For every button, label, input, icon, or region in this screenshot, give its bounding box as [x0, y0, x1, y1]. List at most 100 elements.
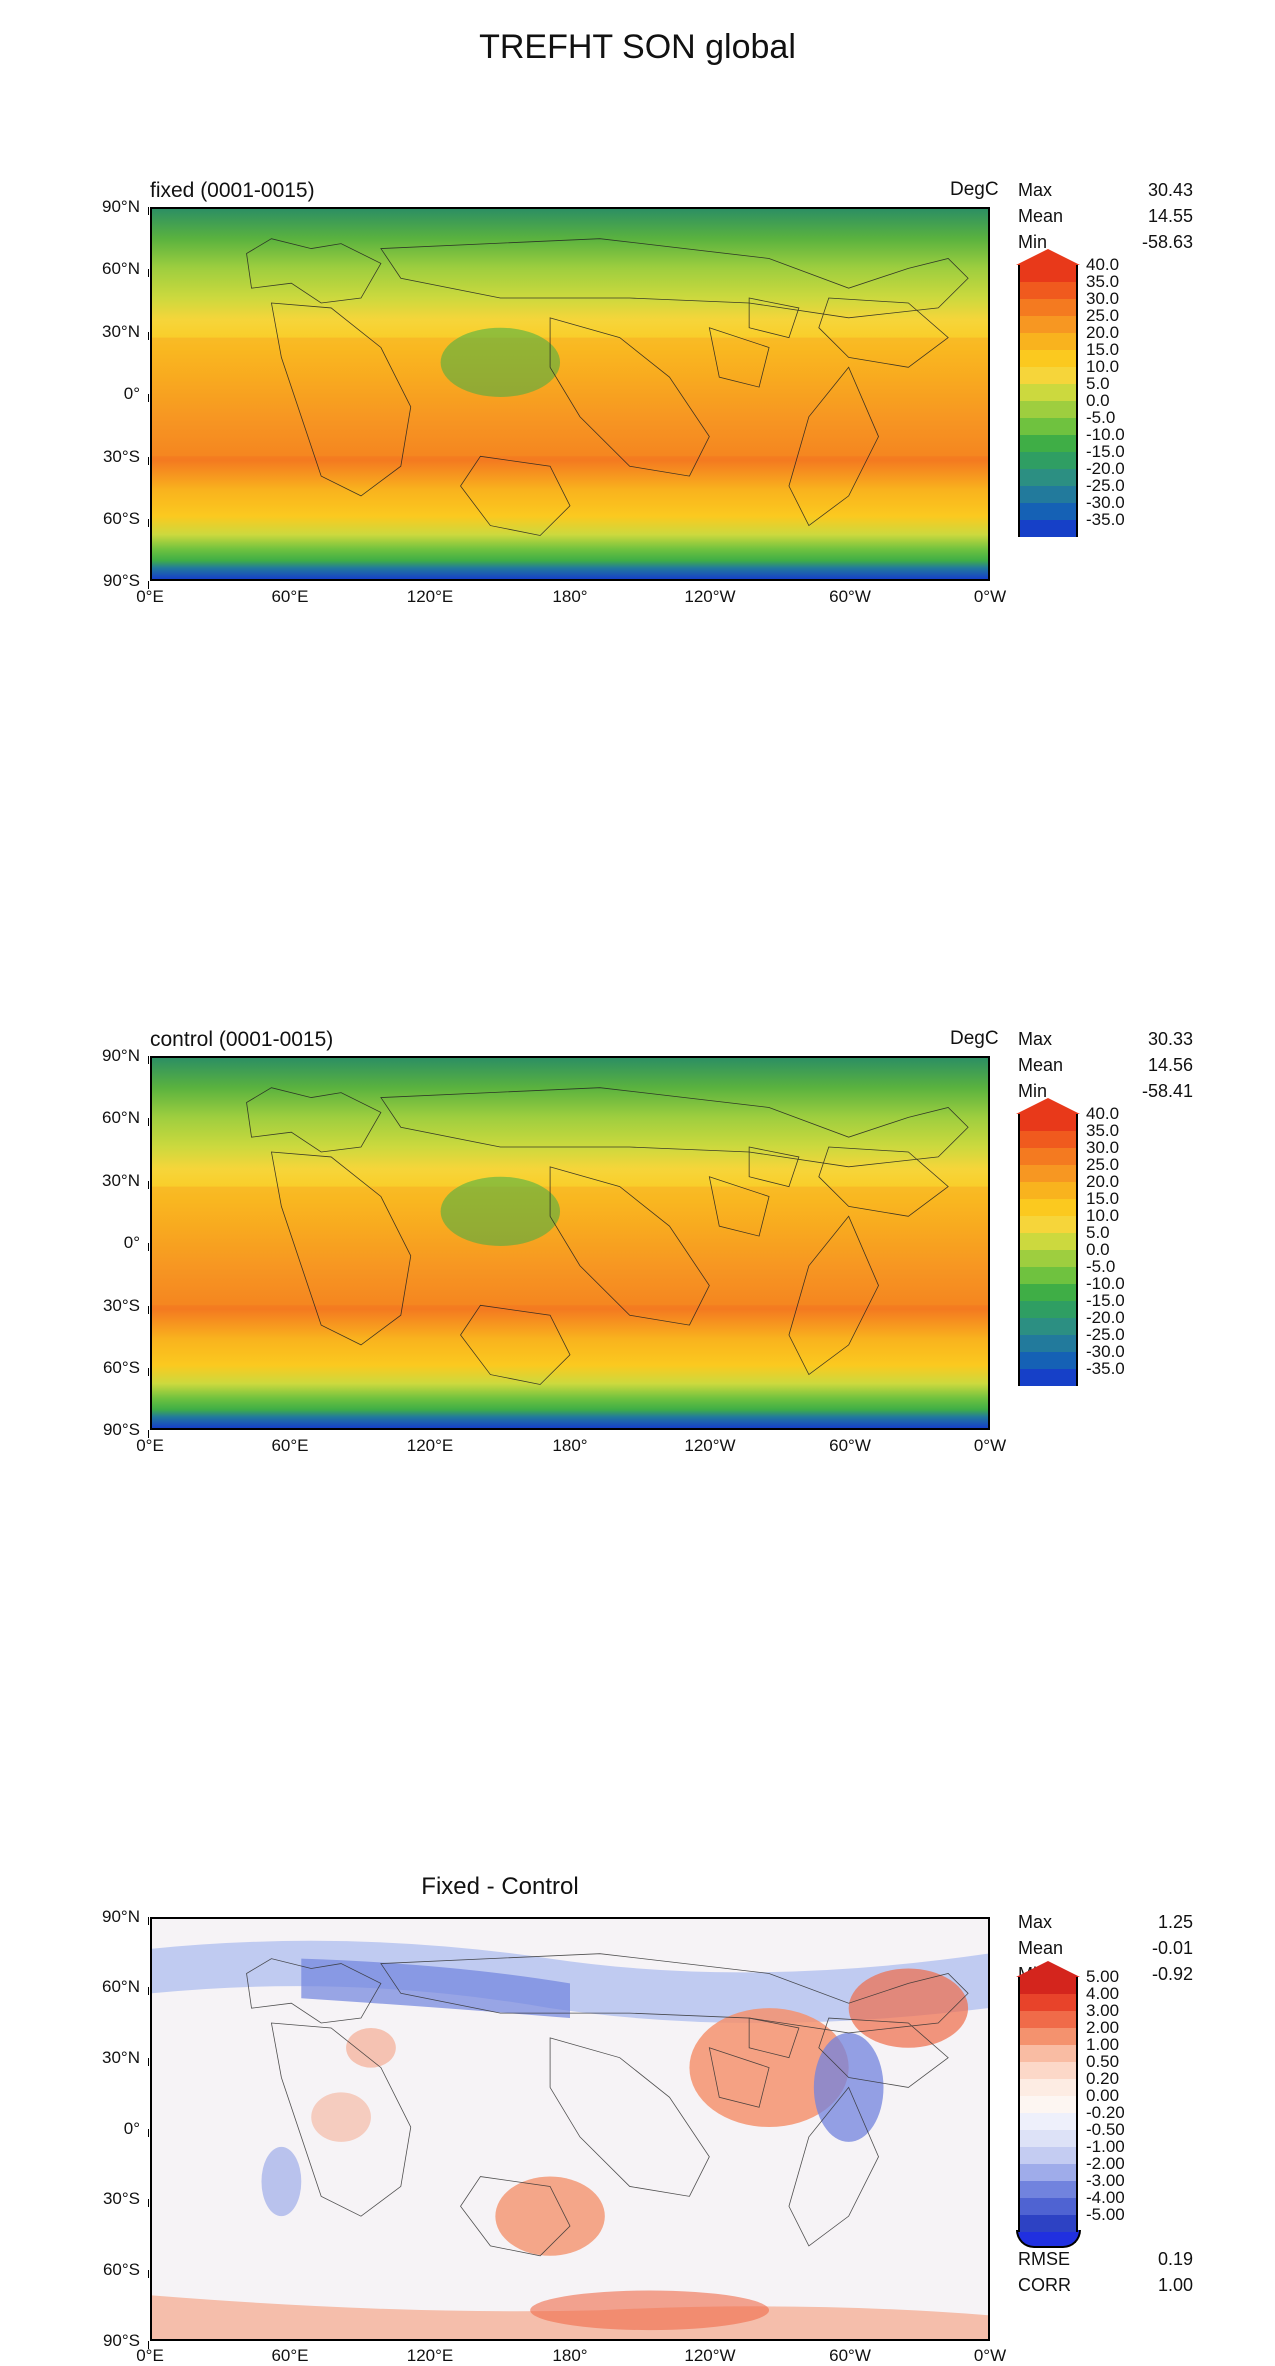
panel2-max-value: 30.33 [1148, 1026, 1193, 1052]
panel2-xlabel-3: 180° [535, 1436, 605, 1456]
panel1-ylabel-0: 90°N [60, 197, 140, 217]
panel3-max-label: Max [1018, 1909, 1052, 1935]
panel1-xlabel-3: 180° [535, 587, 605, 607]
panel-difference: Fixed - Control Max 1.25 Mean -0.01 Min -0.… [0, 1881, 1275, 2341]
panel2-ytick-0 [148, 1056, 149, 1064]
panel3-max-value: 1.25 [1158, 1909, 1193, 1935]
panel2-map [150, 1056, 990, 1430]
panel1-colorbar: 40.0 35.0 30.0 25.0 20.0 15.0 10.0 5.0 0… [1018, 249, 1080, 537]
panel3-ylabel-5: 60°S [60, 2260, 140, 2280]
panel3-xlabel-1: 60°E [255, 2346, 325, 2366]
panel1-ylabel-1: 60°N [60, 259, 140, 279]
panel1-ytick-3 [148, 394, 149, 402]
panel3-extra-stats: RMSE 0.19 CORR 1.00 [1018, 2246, 1193, 2298]
panel2-ylabel-5: 60°S [60, 1358, 140, 1378]
panel3-ylabel-3: 0° [60, 2119, 140, 2139]
panel3-xlabel-6: 0°W [955, 2346, 1025, 2366]
panel1-mean-label: Mean [1018, 203, 1063, 229]
panel3-ytick-5 [148, 2270, 149, 2278]
panel1-subtitle: fixed (0001-0015) [150, 179, 315, 203]
panel3-colorbar: 5.00 4.00 3.00 2.00 1.00 0.50 0.20 0.00 … [1018, 1961, 1081, 2248]
panel1-ytick-2 [148, 332, 149, 340]
panel1-xlabel-5: 60°W [815, 587, 885, 607]
panel1-ytick-4 [148, 457, 149, 465]
panel2-xlabel-4: 120°W [675, 1436, 745, 1456]
panel1-cbtick-15: -35.0 [1086, 510, 1125, 530]
panel3-ytick-1 [148, 1987, 149, 1995]
panel1-ytick-1 [148, 269, 149, 277]
panel3-cbtick-14: -5.00 [1086, 2205, 1125, 2225]
panel2-xlabel-0: 0°E [115, 1436, 185, 1456]
panel2-ylabel-3: 0° [60, 1233, 140, 1253]
panel2-stats: Max 30.33 Mean 14.56 Min -58.41 [1018, 1026, 1193, 1104]
panel3-ytick-0 [148, 1917, 149, 1925]
panel2-xlabel-5: 60°W [815, 1436, 885, 1456]
panel2-ytick-5 [148, 1368, 149, 1376]
panel3-xlabel-2: 120°E [395, 2346, 465, 2366]
panel1-ylabel-3: 0° [60, 384, 140, 404]
panel-fixed: fixed (0001-0015) DegC Max 30.43 Mean 14.5… [0, 179, 1275, 574]
panel2-ytick-2 [148, 1181, 149, 1189]
panel1-max-value: 30.43 [1148, 177, 1193, 203]
panel1-xlabel-2: 120°E [395, 587, 465, 607]
panel2-ytick-1 [148, 1118, 149, 1126]
panel2-cbtick-15: -35.0 [1086, 1359, 1125, 1379]
panel2-min-value: -58.41 [1142, 1078, 1193, 1104]
panel3-ytick-2 [148, 2058, 149, 2066]
panel3-rmse-value: 0.19 [1158, 2246, 1193, 2272]
panel2-units: DegC [950, 1028, 999, 1050]
panel3-mean-value: -0.01 [1152, 1935, 1193, 1961]
panel3-ylabel-2: 30°N [60, 2048, 140, 2068]
panel2-ylabel-1: 60°N [60, 1108, 140, 1128]
panel1-map [150, 207, 990, 581]
panel3-mean-label: Mean [1018, 1935, 1063, 1961]
panel1-stats: Max 30.43 Mean 14.55 Min -58.63 [1018, 177, 1193, 255]
panel2-mean-label: Mean [1018, 1052, 1063, 1078]
panel1-xlabel-1: 60°E [255, 587, 325, 607]
panel1-xlabel-0: 0°E [115, 587, 185, 607]
panel3-ylabel-1: 60°N [60, 1977, 140, 1997]
panel3-xlabel-0: 0°E [115, 2346, 185, 2366]
panel3-rmse-label: RMSE [1018, 2246, 1070, 2272]
panel2-subtitle: control (0001-0015) [150, 1028, 333, 1052]
panel1-xlabel-6: 0°W [955, 587, 1025, 607]
panel2-ytick-3 [148, 1243, 149, 1251]
panel2-ylabel-4: 30°S [60, 1296, 140, 1316]
panel3-min-value: -0.92 [1152, 1961, 1193, 1987]
panel1-mean-value: 14.55 [1148, 203, 1193, 229]
panel2-xlabel-2: 120°E [395, 1436, 465, 1456]
panel3-corr-label: CORR [1018, 2272, 1071, 2298]
panel1-ylabel-5: 60°S [60, 509, 140, 529]
panel3-subtitle: Fixed - Control [0, 1873, 1000, 1901]
panel1-ytick-5 [148, 519, 149, 527]
panel2-xlabel-1: 60°E [255, 1436, 325, 1456]
panel3-ytick-4 [148, 2199, 149, 2207]
panel3-xlabel-5: 60°W [815, 2346, 885, 2366]
panel2-ylabel-2: 30°N [60, 1171, 140, 1191]
panel1-max-label: Max [1018, 177, 1052, 203]
panel3-ytick-3 [148, 2129, 149, 2137]
panel1-map-svg [152, 209, 988, 579]
panel1-min-value: -58.63 [1142, 229, 1193, 255]
panel3-map-svg [152, 1919, 988, 2339]
panel1-xlabel-4: 120°W [675, 587, 745, 607]
page-title: TREFHT SON global [0, 0, 1275, 67]
panel2-ylabel-0: 90°N [60, 1046, 140, 1066]
panel3-ylabel-0: 90°N [60, 1907, 140, 1927]
panel-control: control (0001-0015) DegC Max 30.33 Mean 14… [0, 1028, 1275, 1423]
panel3-xlabel-3: 180° [535, 2346, 605, 2366]
panel2-max-label: Max [1018, 1026, 1052, 1052]
panel2-map-svg [152, 1058, 988, 1428]
panel3-map [150, 1917, 990, 2341]
panel2-colorbar: 40.0 35.0 30.0 25.0 20.0 15.0 10.0 5.0 0… [1018, 1098, 1080, 1386]
panel2-mean-value: 14.56 [1148, 1052, 1193, 1078]
panel2-xlabel-6: 0°W [955, 1436, 1025, 1456]
panel2-ytick-4 [148, 1306, 149, 1314]
panel1-ylabel-2: 30°N [60, 322, 140, 342]
panel1-ylabel-4: 30°S [60, 447, 140, 467]
panel3-xlabel-4: 120°W [675, 2346, 745, 2366]
panel3-corr-value: 1.00 [1158, 2272, 1193, 2298]
panel3-ylabel-4: 30°S [60, 2189, 140, 2209]
panel1-units: DegC [950, 179, 999, 201]
panel1-ytick-0 [148, 207, 149, 215]
